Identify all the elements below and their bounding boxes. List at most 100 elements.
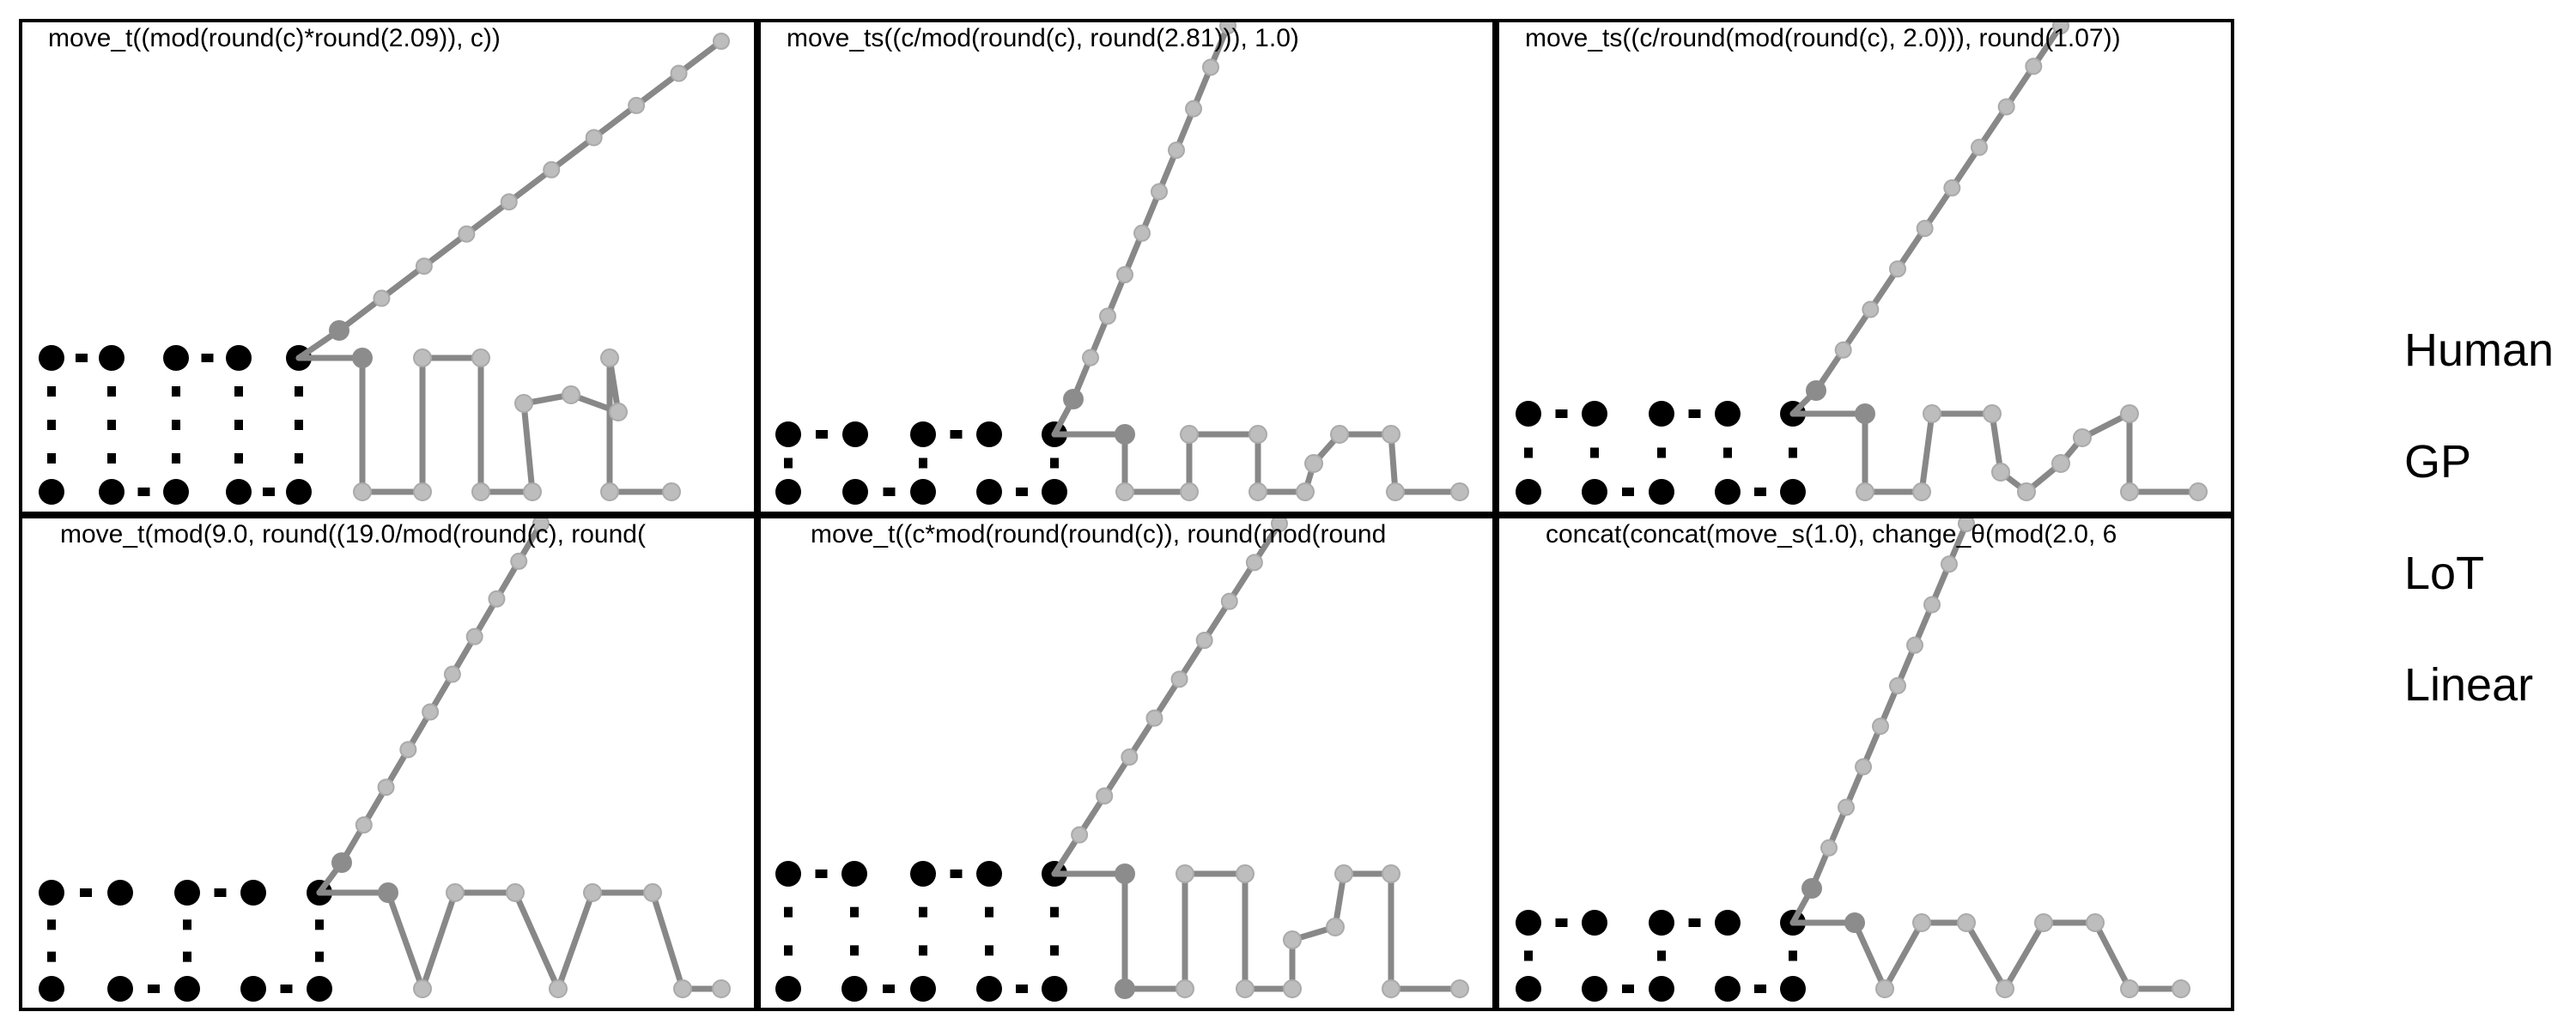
- observed-point: [1649, 479, 1674, 505]
- observed-point: [1042, 479, 1067, 505]
- predicted-point: [2120, 979, 2139, 998]
- connector-dash: [1657, 950, 1666, 961]
- extrapolated-point: [1906, 636, 1923, 654]
- predicted-point: [1450, 979, 1469, 998]
- connector-dash: [1555, 918, 1568, 927]
- connector-dash: [47, 386, 56, 397]
- legend-gp: GP: [2404, 436, 2471, 488]
- extrapolated-point: [1151, 183, 1168, 201]
- extrapolated-point: [377, 779, 395, 797]
- predicted-point: [1176, 864, 1194, 883]
- observed-point: [1582, 976, 1607, 1002]
- observed-point: [1516, 401, 1541, 427]
- panel-5-frame: [757, 515, 1496, 1011]
- predicted-point: [2051, 454, 2070, 473]
- extrapolated-point: [1872, 718, 1889, 736]
- predicted-point: [1283, 930, 1302, 949]
- connector-dash: [234, 420, 243, 430]
- extrapolated-path: [1070, 22, 1231, 403]
- extrapolated-point: [1168, 142, 1185, 159]
- connector-dash: [47, 453, 56, 464]
- connector-dash: [883, 985, 895, 993]
- observed-point: [910, 861, 936, 887]
- predicted-point: [413, 348, 432, 367]
- connector-dash: [1789, 447, 1797, 458]
- observed-point: [775, 421, 801, 447]
- panel-3-trajectory: [1789, 21, 2208, 501]
- connector-dash: [1050, 906, 1059, 918]
- extrapolated-point: [1071, 826, 1089, 844]
- connector-dash: [850, 945, 859, 956]
- predicted-point: [506, 883, 525, 902]
- observed-point: [910, 479, 936, 505]
- predicted-point: [2120, 482, 2139, 501]
- extrapolated-point: [1185, 100, 1202, 118]
- connector-dash: [1723, 447, 1732, 458]
- predicted-point: [1330, 425, 1349, 444]
- extrapolated-point: [1220, 592, 1238, 610]
- connector-dash: [985, 906, 993, 918]
- predicted-point: [712, 979, 731, 998]
- connector-dash: [1754, 985, 1766, 993]
- panel-6-plot: [1516, 517, 2190, 1002]
- predicted-point: [413, 482, 432, 501]
- connector-dash: [47, 919, 56, 930]
- observed-point: [976, 421, 1002, 447]
- observed-point: [1649, 401, 1674, 427]
- extrapolated-point: [1941, 555, 1958, 573]
- observed-point: [976, 976, 1002, 1002]
- connector-dash: [1789, 950, 1797, 961]
- predicted-point: [600, 348, 619, 367]
- extrapolated-point: [1997, 98, 2015, 116]
- panel-5: move_t((c*mod(round(round(c)), round(mod…: [757, 515, 1496, 1011]
- connector-dash: [1590, 447, 1599, 458]
- connector-dash: [1016, 985, 1028, 993]
- connector-dash: [1050, 457, 1059, 469]
- observed-point: [1715, 910, 1741, 936]
- predicted-point: [523, 482, 542, 501]
- predicted-point: [2034, 913, 2053, 932]
- connector-dash: [183, 951, 191, 962]
- observed-point: [1715, 479, 1741, 505]
- predicted-point: [1334, 864, 1353, 883]
- connector-dash: [1688, 409, 1701, 418]
- predicted-point: [514, 394, 533, 413]
- first-step-point: [1115, 978, 1135, 999]
- predicted-point: [1450, 482, 1469, 501]
- panel-3-plot: [1516, 21, 2208, 505]
- predicted-point: [673, 979, 692, 998]
- extrapolated-path: [1808, 520, 1970, 892]
- observed-point: [910, 976, 936, 1002]
- extrapolated-point: [1202, 58, 1219, 76]
- first-step-point: [1806, 380, 1826, 401]
- connector-dash: [919, 945, 927, 956]
- observed-point: [1582, 479, 1607, 505]
- connector-dash: [148, 985, 160, 993]
- extrapolated-point: [1099, 307, 1116, 325]
- observed-point: [1780, 479, 1806, 505]
- panel-3-observed: [1516, 401, 1806, 505]
- connector-dash: [172, 420, 180, 430]
- predicted-path: [1789, 410, 2202, 495]
- panel-4-frame: [19, 515, 757, 1011]
- predicted-point: [1875, 979, 1894, 998]
- predicted-point: [1382, 864, 1400, 883]
- observed-point: [1582, 401, 1607, 427]
- extrapolated-point: [2025, 58, 2043, 76]
- connector-dash: [315, 919, 324, 930]
- predicted-point: [1386, 482, 1405, 501]
- connector-dash: [1657, 447, 1666, 458]
- extrapolated-point: [543, 161, 561, 179]
- observed-point: [775, 479, 801, 505]
- connector-dash: [172, 453, 180, 464]
- predicted-point: [1180, 482, 1199, 501]
- extrapolated-path: [1051, 520, 1283, 877]
- extrapolated-point: [1889, 260, 1906, 278]
- panel-4-plot: [39, 517, 731, 1002]
- connector-dash: [1622, 488, 1634, 496]
- predicted-point: [600, 482, 619, 501]
- observed-point: [99, 479, 125, 505]
- observed-point: [307, 976, 332, 1002]
- predicted-point: [549, 979, 568, 998]
